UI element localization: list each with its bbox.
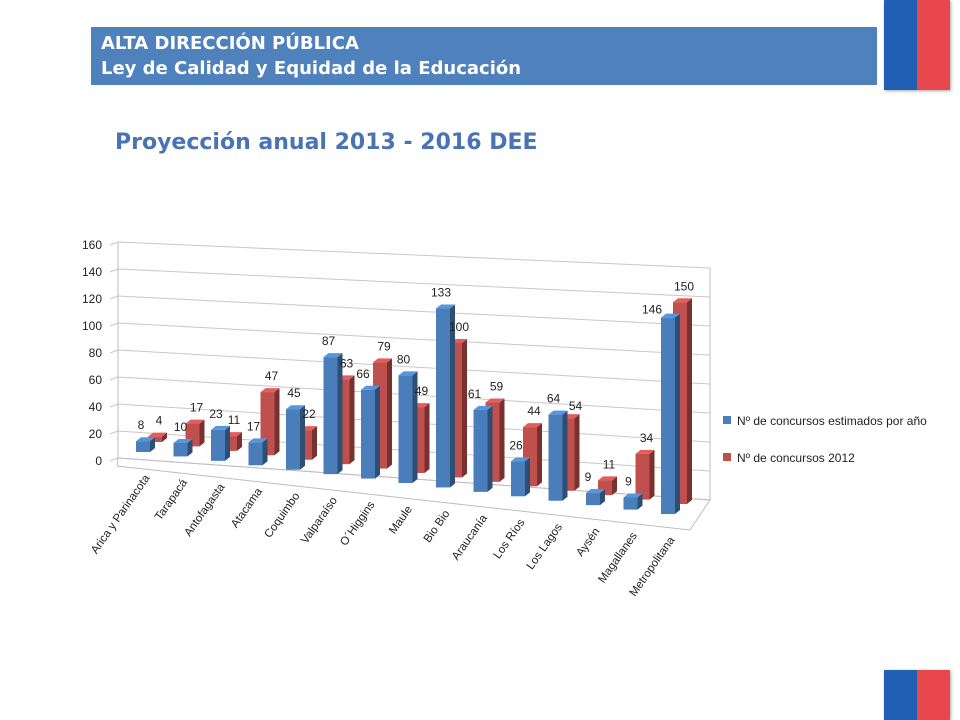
- gridline-side: [109, 376, 119, 381]
- x-tick-label: Valparaíso: [299, 495, 340, 546]
- legend-swatch: [723, 416, 731, 424]
- header-subtitle: Ley de Calidad y Equidad de la Educación: [101, 58, 522, 79]
- bar-estimated-9: [473, 405, 493, 492]
- y-tick-label: 20: [89, 427, 103, 441]
- x-tick-label: O´Higgins: [338, 499, 377, 548]
- x-tick-label: Tarapacá: [153, 477, 190, 523]
- data-label-estimated-14: 146: [642, 303, 662, 317]
- gridline-side: [109, 403, 119, 408]
- data-label-estimated-13: 9: [625, 474, 632, 488]
- data-label-estimated-10: 26: [509, 438, 523, 452]
- data-label-estimated-11: 64: [547, 392, 561, 406]
- gridline-side: [109, 268, 119, 273]
- data-label-2012-14: 150: [674, 279, 694, 293]
- bar-estimated-7: [398, 371, 418, 484]
- x-tick-label: Coquimbo: [263, 491, 303, 541]
- data-label-estimated-0: 8: [138, 418, 145, 432]
- x-tick-label: Los Ríos: [492, 517, 528, 561]
- bar-estimated-3: [248, 438, 268, 466]
- header-title: ALTA DIRECCIÓN PÚBLICA: [101, 33, 359, 54]
- y-tick-label: 120: [82, 292, 102, 306]
- x-tick-label: Magallanes: [596, 530, 640, 585]
- data-label-2012-6: 79: [377, 339, 391, 353]
- chile-flag-logo-top: [884, 0, 950, 90]
- x-tick-label: Maule: [387, 504, 415, 537]
- data-label-estimated-1: 10: [174, 420, 188, 434]
- bar-estimated-5: [323, 353, 343, 475]
- legend-label: Nº de concursos 2012: [737, 451, 855, 465]
- data-label-2012-4: 22: [302, 407, 316, 421]
- gridline-side: [109, 322, 119, 327]
- data-label-2012-9: 59: [490, 380, 504, 394]
- bar-estimated-11: [548, 410, 568, 501]
- chart-title: Proyección anual 2013 - 2016 DEE: [115, 130, 538, 155]
- gridline-side: [109, 349, 119, 354]
- data-label-estimated-4: 45: [287, 386, 301, 400]
- bar-estimated-12: [586, 489, 605, 506]
- data-label-2012-12: 11: [603, 457, 616, 471]
- data-label-2012-8: 100: [449, 320, 469, 334]
- y-tick-label: 140: [82, 265, 102, 279]
- y-tick-label: 100: [82, 319, 102, 333]
- data-label-estimated-5: 87: [322, 334, 336, 348]
- chile-flag-logo-bottom: [884, 670, 950, 720]
- gridline-side: [109, 241, 119, 246]
- data-label-2012-13: 34: [640, 431, 654, 445]
- bar-estimated-4: [286, 405, 305, 470]
- data-label-2012-10: 44: [527, 404, 541, 418]
- data-label-2012-1: 17: [190, 401, 204, 415]
- data-label-2012-3: 47: [265, 369, 279, 383]
- bar-estimated-6: [361, 385, 380, 479]
- gridline: [117, 268, 711, 298]
- bar-estimated-2: [211, 425, 230, 461]
- data-label-estimated-3: 17: [247, 419, 261, 433]
- y-tick-label: 60: [89, 373, 103, 387]
- data-label-estimated-12: 9: [585, 470, 592, 484]
- x-tick-label: Antofagasta: [182, 481, 227, 539]
- y-axis: 0 20 40 60 80 100 120 140 160: [82, 238, 102, 468]
- x-tick-label: Aysén: [574, 526, 602, 559]
- x-tick-label: Los Lagos: [525, 521, 565, 572]
- data-label-2012-7: 49: [415, 384, 429, 398]
- gridline: [117, 241, 711, 269]
- x-tick-label: Atacama: [229, 486, 265, 531]
- chart-legend: Nº de concursos estimados por año Nº de c…: [723, 414, 927, 465]
- gridline: [117, 295, 711, 327]
- bar-2012-12: [598, 476, 617, 496]
- data-label-estimated-6: 66: [356, 367, 370, 381]
- bar-2012-13: [635, 449, 655, 500]
- bar-estimated-0: [136, 437, 155, 452]
- header-banner: ALTA DIRECCIÓN PÚBLICA Ley de Calidad y …: [91, 27, 877, 85]
- gridline-side: [109, 457, 119, 462]
- legend-swatch: [723, 453, 731, 461]
- gridline: [117, 322, 711, 356]
- bars: [136, 298, 692, 515]
- bar-estimated-8: [436, 304, 455, 488]
- y-tick-label: 80: [89, 346, 103, 360]
- data-label-2012-11: 54: [569, 399, 583, 413]
- bar-estimated-13: [623, 493, 643, 510]
- data-label-estimated-9: 61: [468, 387, 482, 401]
- data-label-2012-2: 11: [228, 413, 241, 427]
- x-tick-label: Araucanía: [450, 512, 490, 562]
- y-tick-label: 40: [89, 400, 103, 414]
- gridline-side: [109, 295, 119, 300]
- bar-estimated-14: [661, 313, 680, 515]
- y-tick-label: 0: [95, 454, 102, 468]
- data-label-estimated-7: 80: [397, 352, 411, 366]
- x-tick-label: Arica y Parinacota: [89, 472, 153, 556]
- data-label-estimated-2: 23: [209, 407, 223, 421]
- gridline: [117, 349, 711, 385]
- data-label-2012-0: 4: [156, 414, 163, 428]
- gridline-side: [109, 430, 119, 435]
- data-label-estimated-8: 133: [431, 286, 451, 300]
- bar-estimated-1: [173, 438, 193, 457]
- x-tick-label: Bio Bio: [422, 508, 453, 545]
- bar-estimated-10: [511, 457, 530, 497]
- legend-label: Nº de concursos estimados por año: [737, 414, 927, 428]
- y-tick-label: 160: [82, 238, 102, 252]
- data-label-2012-5: 63: [340, 356, 354, 370]
